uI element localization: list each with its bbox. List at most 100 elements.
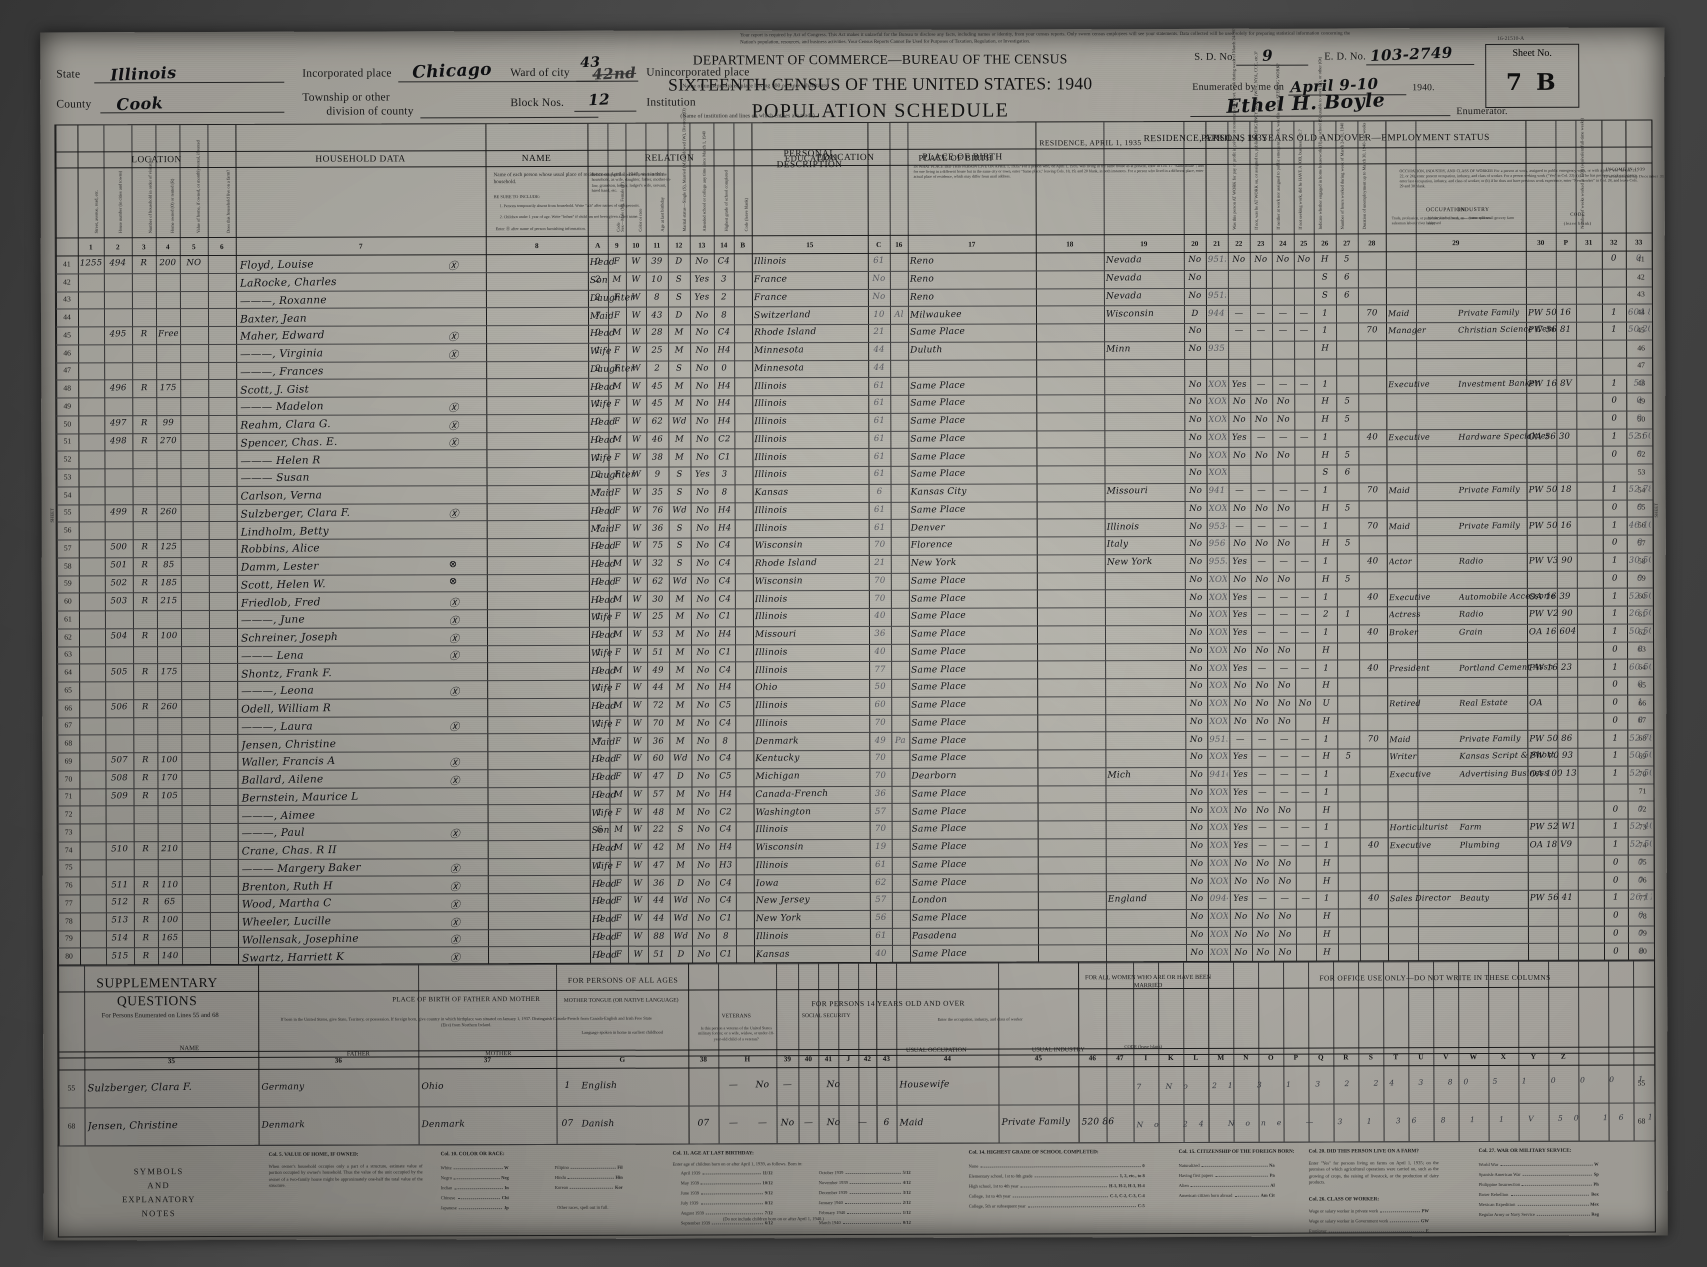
cell-grade: H4 <box>718 629 732 640</box>
cell-name: Shontz, Frank F. <box>241 666 332 681</box>
cell-c21: XOXO <box>1208 396 1227 408</box>
cell-grade: 8 <box>722 735 729 746</box>
symbols-explanatory-notes: SYMBOLS AND EXPLANATORY NOTES Col. 5. VA… <box>57 1139 1656 1241</box>
note-item: Wage or salary worker in Government work… <box>1309 1218 1429 1225</box>
row-line-number: 54 <box>63 490 72 500</box>
cell-grade: 8 <box>723 931 729 942</box>
supp-col-social-security: SOCIAL SECURITY <box>801 1013 851 1020</box>
supp-column-number: Q <box>1318 1053 1324 1062</box>
column-number: 15 <box>806 241 814 250</box>
cell-c25: — <box>1301 893 1311 904</box>
note-item-label: Elementary school, 1st to 8th grade <box>968 1173 1033 1179</box>
cell-tenure: R <box>140 329 148 340</box>
cell-income2: 0 <box>1635 253 1642 264</box>
cell-marital: D <box>677 949 685 960</box>
cell-c22: No <box>1232 254 1246 266</box>
supp-column-number: V <box>1443 1053 1449 1062</box>
cell-res_farm: No <box>1188 485 1203 497</box>
notes-title-4: NOTES <box>141 1208 177 1219</box>
supp-column-number: U <box>1418 1053 1424 1062</box>
cell-birth: Illinois <box>753 256 787 268</box>
note-item-label: None <box>968 1163 979 1169</box>
cell-sex: F <box>613 292 621 303</box>
supp-cell-c42: No <box>826 1117 841 1129</box>
cell-name: Crane, Chas. R II <box>241 844 337 858</box>
cell-birth: Wisconsin <box>754 576 803 587</box>
supp-cell-father: Germany <box>261 1082 305 1093</box>
row-line-number: 58 <box>63 561 72 571</box>
cell-citz: 61 <box>873 433 886 444</box>
cell-c24: — <box>1279 556 1289 567</box>
cell-a: 2 <box>594 274 601 285</box>
cell-res_farm: No <box>1190 858 1204 869</box>
cell-c26: 1 <box>1322 432 1329 443</box>
cell-hh_no: 504 <box>110 631 128 642</box>
cell-sex: M <box>613 558 623 569</box>
cell-res_farm: No <box>1190 894 1204 905</box>
note-item: Spanish-American War Sp <box>1479 1172 1599 1179</box>
supp-column-number: R <box>1343 1053 1349 1062</box>
cell-c26: 1 <box>1323 662 1329 674</box>
column-group-label: CODE <box>1570 212 1586 218</box>
cell-res_place: Same Place <box>910 398 966 409</box>
supp-cell-mother: Ohio <box>421 1081 444 1093</box>
row-line-number: 79 <box>65 933 73 943</box>
note-item-code: C-5 <box>1137 1203 1145 1209</box>
cell-birth: Wisconsin <box>755 842 804 854</box>
cell-c24: — <box>1279 663 1289 674</box>
cell-school: No <box>696 576 710 587</box>
cell-income: 0 <box>1612 697 1619 708</box>
cell-c26: H <box>1321 574 1330 585</box>
cell-income: 1 <box>1611 307 1617 318</box>
supp-column-number: O <box>1268 1053 1274 1062</box>
supp-cell-c40: No <box>755 1080 770 1091</box>
supp-column-number: 38 <box>699 1055 707 1064</box>
cell-birth: Illinois <box>755 718 788 729</box>
cell-marital: D <box>677 878 685 889</box>
cell-c26: 2 <box>1323 609 1329 620</box>
cell-school: No <box>695 398 709 409</box>
cell-res_farm: No <box>1188 432 1202 443</box>
column-number: 32 <box>1610 238 1618 247</box>
cell-farm: NO <box>186 258 202 269</box>
cell-a: 6 <box>596 825 603 836</box>
supp-cell-father: Denmark <box>261 1120 306 1131</box>
cell-grade: 8 <box>721 487 728 498</box>
cell-sex: F <box>615 736 622 747</box>
supp-column-number: 45 <box>1034 1054 1042 1063</box>
cell-a: 1 <box>595 452 602 463</box>
cell-c22: Yes <box>1232 627 1248 638</box>
row-line-number: 71 <box>64 791 73 801</box>
cell-age: 70 <box>652 718 664 729</box>
cell-res_farm: No <box>1190 840 1204 852</box>
cell-c27: 5 <box>1344 414 1351 425</box>
column-vertical-label: Home owned (O) or rented (R) <box>169 178 175 234</box>
cell-c26: H <box>1321 503 1330 514</box>
supp-cell-name: Sulzberger, Clara F. <box>87 1081 193 1095</box>
cell-grade: C2 <box>719 806 732 818</box>
cell-race: W <box>631 416 641 427</box>
cell-marital: D <box>675 310 683 321</box>
cell-res_farm: D <box>1191 308 1199 319</box>
note-item: March 1940 0/12 <box>819 1220 911 1227</box>
cell-c27: 5 <box>1344 396 1351 407</box>
cell-tenure: R <box>141 506 148 518</box>
note-item: Elementary school, 1st to 8th grade 1, 2… <box>969 1173 1145 1180</box>
supp-column-number: Z <box>1560 1052 1566 1061</box>
cell-marital: Wd <box>673 753 688 764</box>
cell-res_place: Same Place <box>910 575 966 587</box>
cell-citz: 61 <box>873 504 886 515</box>
cell-race: W <box>632 789 643 800</box>
note-item-label: Having first papers <box>1178 1172 1214 1178</box>
cell-sex: F <box>615 860 622 871</box>
cell-res_place: Same Place <box>911 682 967 693</box>
cell-a: 0 <box>596 789 603 800</box>
informant-symbol: Ⓧ <box>449 935 461 947</box>
supp-col-veterans: VETERANS <box>721 1013 751 1020</box>
cell-res_farm: No <box>1189 663 1203 674</box>
cell-code: PW 50 18 <box>1528 484 1572 496</box>
state-value: Illinois <box>109 62 177 85</box>
cell-res_place: Denver <box>910 522 946 534</box>
institution-caption: (Name of institution and lines on which … <box>680 113 815 120</box>
cell-hh_no: 503 <box>110 595 128 606</box>
